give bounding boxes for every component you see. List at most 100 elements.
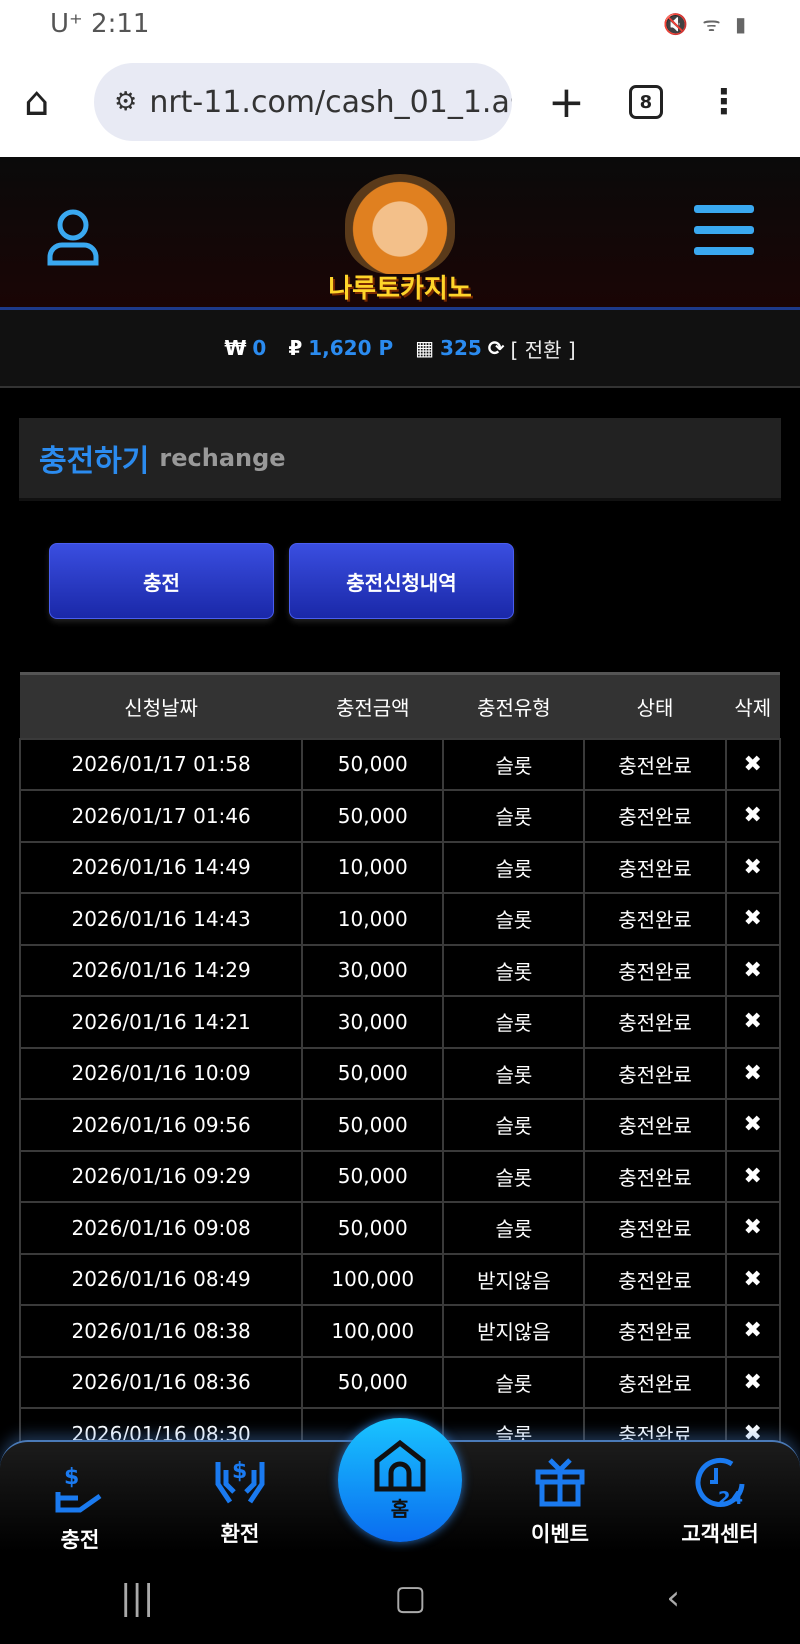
chip-balance: 325 [440, 336, 482, 360]
nav-event[interactable]: 이벤트 [500, 1456, 620, 1548]
recent-apps-icon[interactable]: ||| [119, 1578, 155, 1618]
site-logo[interactable]: 나루토카지노 [300, 165, 500, 305]
home-icon [374, 1439, 426, 1491]
status-cell: 충전완료 [583, 1201, 727, 1255]
column-header: 삭제 [725, 672, 780, 739]
type-cell: 슬롯 [442, 892, 586, 946]
status-cell: 충전완료 [583, 737, 727, 791]
refresh-icon[interactable]: ⟳ [487, 336, 505, 360]
delete-icon[interactable]: ✖ [724, 840, 782, 894]
type-cell: 받지않음 [442, 1252, 586, 1306]
nav-support[interactable]: 24 고객센터 [660, 1456, 780, 1548]
amount-cell: 50,000 [301, 1046, 445, 1100]
new-tab-icon[interactable]: + [548, 76, 585, 128]
gift-icon [535, 1458, 585, 1507]
delete-icon[interactable]: ✖ [724, 995, 782, 1049]
home-system-icon[interactable]: ▢ [394, 1578, 427, 1618]
delete-icon[interactable]: ✖ [724, 789, 782, 843]
table-row: 2026/01/16 09:29 50,000 슬롯 충전완료 ✖ [18, 1149, 782, 1203]
nav-exchange[interactable]: $ 환전 [180, 1456, 300, 1548]
delete-icon[interactable]: ✖ [724, 1252, 782, 1306]
status-icons: 🔇 ᯤ ▮ [663, 12, 750, 36]
type-cell: 슬롯 [442, 1355, 586, 1409]
system-nav-bar: ||| ▢ ‹ [0, 1552, 800, 1644]
delete-icon[interactable]: ✖ [724, 943, 782, 997]
amount-cell: 50,000 [301, 1355, 445, 1409]
table-row: 2026/01/16 08:38 100,000 받지않음 충전완료 ✖ [18, 1304, 782, 1358]
url-text: nrt-11.com/cash_01_1.asp [149, 84, 512, 120]
status-bar: U⁺ 2:11 🔇 ᯤ ▮ [0, 0, 800, 47]
date-cell: 2026/01/16 09:56 [18, 1098, 304, 1152]
site-settings-icon[interactable]: ⚙ [114, 87, 138, 117]
status-cell: 충전완료 [583, 1355, 727, 1409]
amount-cell: 50,000 [301, 1149, 445, 1203]
tab-switcher-button[interactable]: 8 [628, 85, 663, 119]
page-title-english: rechange [159, 444, 286, 472]
delete-icon[interactable]: ✖ [724, 1355, 782, 1409]
chip-icon: ▦ [415, 336, 435, 360]
delete-icon[interactable]: ✖ [724, 737, 782, 791]
date-cell: 2026/01/16 14:49 [18, 840, 304, 894]
type-cell: 슬롯 [442, 1149, 586, 1203]
nav-support-label: 고객센터 [681, 1522, 759, 1546]
date-cell: 2026/01/16 08:38 [18, 1304, 304, 1358]
charge-history-button[interactable]: 충전신청내역 [289, 543, 514, 619]
hamburger-menu-icon[interactable] [694, 205, 754, 268]
delete-icon[interactable]: ✖ [724, 1201, 782, 1255]
nav-charge-label: 충전 [60, 1528, 100, 1552]
nav-charge[interactable]: $ 충전 [20, 1462, 140, 1554]
point-balance: 1,620 P [308, 336, 394, 360]
nav-home-label: 홈 [390, 1496, 410, 1521]
status-cell: 충전완료 [583, 789, 727, 843]
type-cell: 슬롯 [442, 995, 586, 1049]
column-header: 상태 [584, 672, 726, 739]
browser-toolbar: ⌂ ⚙ nrt-11.com/cash_01_1.asp + 8 ⋮ [0, 47, 800, 157]
user-icon[interactable] [28, 197, 118, 277]
amount-cell: 100,000 [301, 1252, 445, 1306]
delete-icon[interactable]: ✖ [724, 1304, 782, 1358]
delete-icon[interactable]: ✖ [724, 892, 782, 946]
amount-cell: 50,000 [301, 789, 445, 843]
amount-cell: 10,000 [301, 840, 445, 894]
svg-text:24: 24 [718, 1488, 743, 1508]
delete-icon[interactable]: ✖ [724, 1098, 782, 1152]
date-cell: 2026/01/16 08:36 [18, 1355, 304, 1409]
address-bar[interactable]: ⚙ nrt-11.com/cash_01_1.asp [94, 63, 512, 141]
logo-character [345, 174, 455, 274]
delete-icon[interactable]: ✖ [724, 1149, 782, 1203]
type-cell: 슬롯 [442, 737, 586, 791]
home-icon[interactable]: ⌂ [24, 79, 50, 125]
hands-dollar-icon: $ [215, 1459, 265, 1504]
status-cell: 충전완료 [583, 840, 727, 894]
amount-cell: 30,000 [301, 943, 445, 997]
date-cell: 2026/01/16 09:29 [18, 1149, 304, 1203]
type-cell: 슬롯 [442, 1201, 586, 1255]
type-cell: 슬롯 [442, 1098, 586, 1152]
amount-cell: 100,000 [301, 1304, 445, 1358]
back-icon[interactable]: ‹ [666, 1578, 680, 1618]
nav-home[interactable]: 홈 [338, 1418, 462, 1542]
more-menu-icon[interactable]: ⋮ [706, 82, 741, 122]
delete-icon[interactable]: ✖ [724, 1046, 782, 1100]
clock: 2:11 [91, 8, 150, 39]
amount-cell: 50,000 [301, 737, 445, 791]
type-cell: 슬롯 [442, 1046, 586, 1100]
type-cell: 슬롯 [442, 789, 586, 843]
won-balance: 0 [252, 336, 267, 360]
table-row: 2026/01/16 08:36 50,000 슬롯 충전완료 ✖ [18, 1355, 782, 1409]
column-header: 충전유형 [443, 672, 585, 739]
page-title: 충전하기 rechange [19, 418, 781, 501]
status-cell: 충전완료 [583, 1098, 727, 1152]
point-icon: ₽ [288, 336, 303, 360]
svg-text:$: $ [232, 1459, 247, 1484]
amount-cell: 10,000 [301, 892, 445, 946]
logo-text: 나루토카지노 [328, 274, 472, 304]
charge-button[interactable]: 충전 [49, 543, 274, 619]
table-row: 2026/01/16 09:56 50,000 슬롯 충전완료 ✖ [18, 1098, 782, 1152]
date-cell: 2026/01/16 14:21 [18, 995, 304, 1049]
table-row: 2026/01/16 14:21 30,000 슬롯 충전완료 ✖ [18, 995, 782, 1049]
table-row: 2026/01/16 09:08 50,000 슬롯 충전완료 ✖ [18, 1201, 782, 1255]
won-icon: ₩ [224, 336, 247, 360]
switch-link[interactable]: [ 전환 ] [510, 337, 576, 362]
date-cell: 2026/01/16 14:43 [18, 892, 304, 946]
